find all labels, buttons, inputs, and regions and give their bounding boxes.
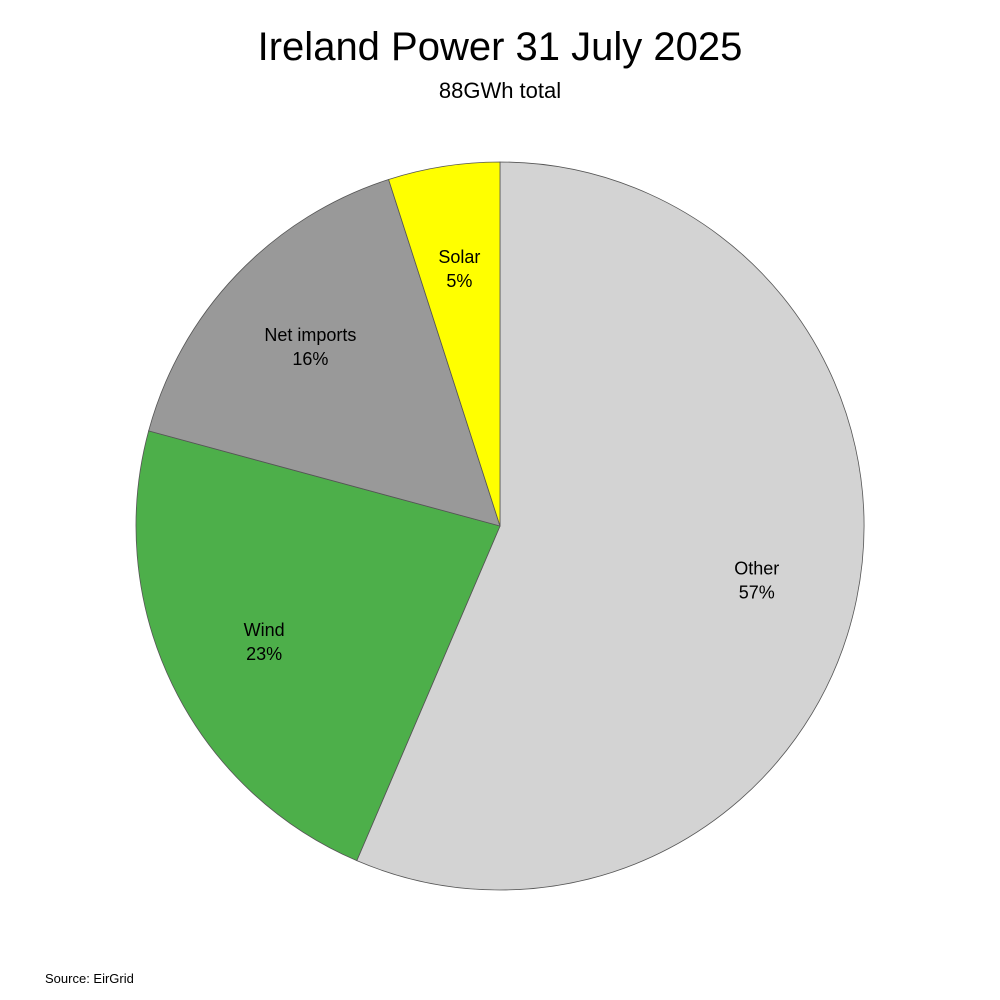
slice-percent: 5% (446, 271, 472, 291)
chart-subtitle: 88GWh total (438, 78, 562, 103)
slice-label-solar: Solar 5% (438, 247, 480, 291)
slice-label-other: Other 57% (734, 559, 779, 603)
pie-slice-solar (388, 161, 501, 527)
chart-title: Ireland Power 31 July 2025 (257, 25, 743, 69)
slice-name: Solar (438, 247, 480, 267)
pie-slice-net-imports (148, 178, 501, 527)
slice-label-wind: Wind 23% (244, 620, 285, 664)
pie-slice-wind (135, 430, 501, 862)
slice-percent: 57% (739, 583, 775, 603)
source-note: Source: EirGrid (45, 971, 134, 986)
slice-name: Net imports (264, 325, 356, 345)
pie-slice-other (356, 161, 865, 891)
slice-name: Wind (244, 620, 285, 640)
pie-slices (135, 161, 865, 891)
slice-label-net-imports: Net imports 16% (264, 325, 356, 369)
slice-percent: 16% (292, 349, 328, 369)
pie-labels: Other 57% Wind 23% Net imports 16% Solar 5% (244, 247, 780, 664)
slice-name: Other (734, 559, 779, 579)
slice-percent: 23% (246, 644, 282, 664)
